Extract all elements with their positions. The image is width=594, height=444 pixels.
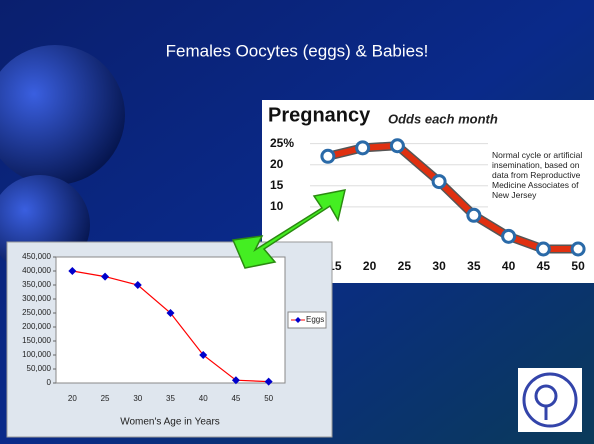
y-tick-label: 400,000	[22, 266, 51, 275]
y-tick-label: 200,000	[22, 322, 51, 331]
marker	[570, 241, 586, 257]
legend-box	[287, 311, 327, 329]
marker	[264, 377, 273, 386]
y-tick-label: 300,000	[22, 294, 51, 303]
x-tick-label: 45	[231, 394, 240, 403]
x-tick-label: 35	[467, 259, 481, 273]
x-tick-label: 30	[432, 259, 446, 273]
marker	[535, 241, 551, 257]
x-tick-label: 45	[537, 259, 551, 273]
logo-ring	[522, 372, 578, 428]
plot-area	[55, 256, 286, 384]
x-tick-label: 20	[68, 394, 77, 403]
chart-title: Pregnancy	[268, 104, 371, 126]
marker	[389, 138, 405, 154]
x-tick-label: 40	[502, 259, 516, 273]
legend-label: Eggs	[306, 315, 324, 324]
arrow	[231, 189, 346, 269]
y-tick-label: 450,000	[22, 252, 51, 261]
legend-marker	[295, 317, 301, 323]
y-tick-label: 150,000	[22, 336, 51, 345]
y-tick-label: 350,000	[22, 280, 51, 289]
marker	[320, 148, 336, 164]
x-tick-label: 30	[133, 394, 142, 403]
x-tick-label: 35	[166, 394, 175, 403]
y-tick-label: 20	[270, 157, 284, 171]
y-tick-label: 250,000	[22, 308, 51, 317]
y-tick-label: 25%	[270, 136, 294, 150]
x-tick-label: 25	[398, 259, 412, 273]
y-tick-label: 15	[270, 178, 284, 192]
marker	[199, 351, 208, 359]
x-tick-label: 20	[363, 259, 377, 273]
marker	[466, 207, 482, 223]
logo-box	[518, 368, 582, 432]
double-arrow	[231, 189, 346, 269]
marker	[133, 281, 142, 289]
marker	[231, 376, 240, 385]
slide-title: Females Oocytes (eggs) & Babies!	[166, 41, 429, 60]
x-tick-label: 25	[101, 394, 110, 403]
x-tick-label: 50	[264, 394, 273, 403]
y-tick-label: 10	[270, 199, 284, 213]
x-tick-label: 50	[571, 259, 585, 273]
marker	[501, 228, 517, 244]
x-tick-label: 40	[199, 394, 208, 403]
annotation: Normal cycle or artificial insemination,…	[492, 150, 583, 200]
x-axis-label: Women's Age in Years	[120, 417, 220, 428]
eggs-chart: Women's Age in Years 0 50,000 100,000 150,0…	[6, 241, 333, 438]
marker	[68, 267, 77, 275]
y-tick-label: 0	[47, 378, 52, 387]
decor-ball	[0, 45, 125, 185]
marker	[355, 140, 371, 156]
marker	[166, 309, 175, 317]
chart-subtitle: Odds each month	[388, 111, 498, 126]
logo	[518, 368, 582, 432]
marker	[101, 272, 110, 281]
marker	[431, 174, 447, 190]
y-tick-label: 100,000	[22, 350, 51, 359]
y-tick-label: 50,000	[27, 364, 52, 373]
